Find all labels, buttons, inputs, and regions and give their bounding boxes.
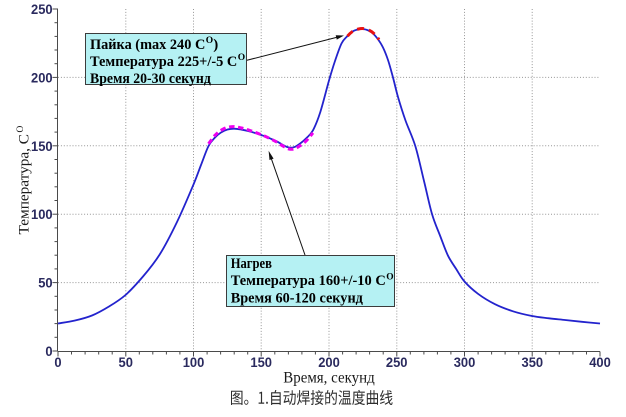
svg-text:): ) — [213, 37, 218, 53]
svg-text:200: 200 — [318, 354, 340, 370]
svg-text:O: O — [16, 126, 26, 133]
svg-text:150: 150 — [250, 354, 272, 370]
svg-text:0: 0 — [54, 354, 61, 370]
svg-text:400: 400 — [589, 354, 611, 370]
svg-text:Температура, C: Температура, C — [17, 134, 33, 235]
svg-text:Нагрев: Нагрев — [231, 256, 272, 272]
svg-text:Время 20-30 секунд: Время 20-30 секунд — [90, 71, 211, 87]
svg-text:250: 250 — [386, 354, 408, 370]
svg-text:200: 200 — [31, 69, 53, 85]
svg-text:0: 0 — [45, 343, 52, 359]
svg-text:50: 50 — [38, 275, 53, 291]
svg-text:150: 150 — [31, 138, 53, 154]
svg-text:O: O — [238, 53, 245, 63]
svg-text:Температура 160+/-10 C: Температура 160+/-10 C — [231, 273, 386, 289]
svg-text:Пайка (max 240 C: Пайка (max 240 C — [90, 37, 205, 53]
svg-text:100: 100 — [183, 354, 205, 370]
svg-text:O: O — [386, 272, 393, 282]
svg-text:Время 60-120 секунд: Время 60-120 секунд — [231, 291, 364, 307]
svg-text:O: O — [206, 36, 213, 46]
svg-text:Время, секунд: Время, секунд — [283, 370, 375, 387]
svg-text:50: 50 — [119, 354, 134, 370]
svg-text:Температура 225+/-5 C: Температура 225+/-5 C — [90, 54, 237, 70]
svg-text:300: 300 — [454, 354, 476, 370]
svg-text:350: 350 — [522, 354, 544, 370]
svg-text:250: 250 — [31, 1, 53, 17]
svg-text:100: 100 — [31, 206, 53, 222]
